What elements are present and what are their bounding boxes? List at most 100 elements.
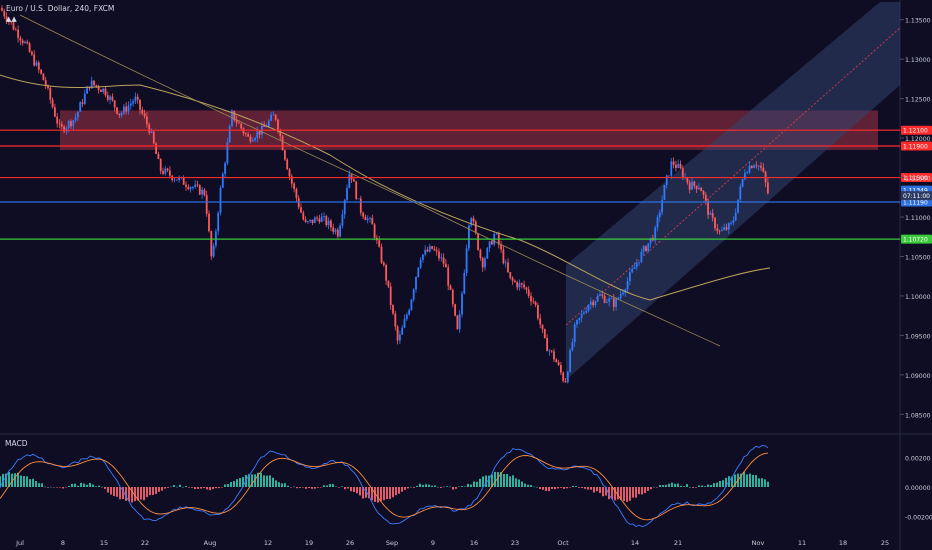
candle-body bbox=[247, 134, 249, 137]
macd-hist-bar bbox=[698, 485, 700, 487]
macd-hist-bar bbox=[560, 487, 562, 488]
macd-hist-bar bbox=[614, 487, 616, 501]
candle-body bbox=[534, 302, 537, 306]
macd-tick-label: 0.00200 bbox=[905, 456, 931, 463]
candle-body bbox=[95, 85, 98, 87]
macd-hist-bar bbox=[44, 486, 46, 488]
level-tag bbox=[901, 141, 932, 151]
macd-hist-bar bbox=[476, 481, 478, 487]
macd-hist-bar bbox=[593, 487, 595, 493]
macd-hist-bar bbox=[128, 487, 130, 502]
candle-body bbox=[599, 294, 601, 296]
macd-hist-bar bbox=[242, 477, 244, 487]
macd-hist-bar bbox=[503, 473, 505, 487]
macd-hist-bar bbox=[653, 486, 655, 488]
macd-hist-bar bbox=[53, 487, 55, 488]
candle-body bbox=[543, 329, 546, 338]
x-tick-label: 12 bbox=[264, 539, 272, 547]
candle-body bbox=[235, 120, 238, 123]
macd-hist-bar bbox=[182, 486, 184, 488]
macd-hist-bar bbox=[584, 487, 586, 489]
candle-body bbox=[152, 131, 155, 144]
candle-body bbox=[635, 263, 638, 268]
candle-body bbox=[139, 99, 141, 110]
macd-hist-bar bbox=[743, 471, 745, 487]
macd-signal-line bbox=[0, 452, 769, 521]
macd-hist-bar bbox=[575, 486, 577, 487]
candle-body bbox=[571, 342, 574, 351]
candle-body bbox=[274, 114, 277, 120]
candle-body bbox=[47, 85, 49, 89]
candle-body bbox=[387, 280, 390, 287]
candle-body bbox=[212, 245, 215, 257]
candle-body bbox=[205, 195, 208, 214]
macd-hist-bar bbox=[383, 487, 385, 501]
macd-hist-bar bbox=[236, 479, 238, 487]
candle-body bbox=[730, 222, 732, 224]
macd-hist-bar bbox=[665, 484, 667, 487]
candle-body bbox=[670, 161, 673, 176]
candle-body bbox=[74, 117, 77, 121]
candle-body bbox=[553, 351, 555, 360]
macd-hist-bar bbox=[152, 487, 154, 496]
candle-body bbox=[707, 200, 709, 215]
macd-hist-bar bbox=[680, 485, 682, 487]
macd-hist-bar bbox=[362, 487, 364, 499]
candle-body bbox=[638, 262, 640, 264]
candle-body bbox=[226, 142, 229, 164]
candle-body bbox=[555, 359, 558, 363]
macd-hist-bar bbox=[77, 485, 79, 487]
macd-hist-bar bbox=[89, 482, 91, 487]
candle-body bbox=[661, 199, 663, 213]
macd-hist-bar bbox=[281, 483, 283, 487]
candle-body bbox=[451, 289, 454, 305]
candle-body bbox=[691, 181, 693, 190]
x-tick-label: 15 bbox=[100, 539, 108, 547]
candle-body bbox=[5, 16, 8, 22]
channel-midline bbox=[565, 27, 901, 326]
macd-hist-bar bbox=[377, 487, 379, 503]
candle-body bbox=[97, 86, 100, 90]
macd-hist-bar bbox=[659, 484, 661, 487]
macd-hist-bar bbox=[524, 483, 526, 487]
candle-body bbox=[8, 21, 10, 23]
candle-body bbox=[663, 184, 666, 200]
candle-body bbox=[631, 268, 634, 273]
macd-hist-bar bbox=[455, 487, 457, 489]
x-tick-label: Nov bbox=[752, 539, 765, 547]
candle-body bbox=[175, 179, 178, 181]
macd-hist-bar bbox=[677, 483, 679, 487]
macd-hist-bar bbox=[470, 484, 472, 487]
macd-hist-bar bbox=[368, 487, 370, 499]
candle-body bbox=[203, 189, 206, 196]
macd-hist-bar bbox=[767, 481, 769, 487]
macd-hist-bar bbox=[689, 486, 691, 488]
macd-hist-bar bbox=[311, 487, 313, 489]
candle-body bbox=[675, 164, 677, 168]
macd-hist-bar bbox=[92, 484, 94, 487]
macd-hist-bar bbox=[218, 487, 220, 489]
macd-hist-bar bbox=[101, 486, 103, 488]
macd-hist-bar bbox=[374, 487, 376, 502]
candle-body bbox=[741, 179, 744, 187]
candle-body bbox=[419, 259, 422, 268]
macd-hist-bar bbox=[299, 487, 301, 488]
candle-body bbox=[309, 219, 312, 222]
macd-hist-bar bbox=[608, 487, 610, 500]
x-tick-label: 25 bbox=[881, 539, 889, 547]
level-tag-label: 1.11900 bbox=[903, 143, 928, 150]
y-tick-label: 1.11000 bbox=[905, 215, 931, 222]
candle-body bbox=[143, 113, 146, 117]
candle-body bbox=[486, 247, 489, 259]
candle-body bbox=[576, 319, 578, 325]
candle-body bbox=[433, 248, 436, 251]
candle-body bbox=[332, 227, 335, 232]
macd-hist-bar bbox=[170, 486, 172, 488]
candle-body bbox=[208, 213, 210, 232]
macd-hist-bar bbox=[332, 484, 334, 487]
macd-hist-bar bbox=[656, 487, 658, 488]
candle-body bbox=[612, 298, 615, 307]
candle-body bbox=[83, 93, 86, 104]
candle-body bbox=[615, 298, 617, 307]
